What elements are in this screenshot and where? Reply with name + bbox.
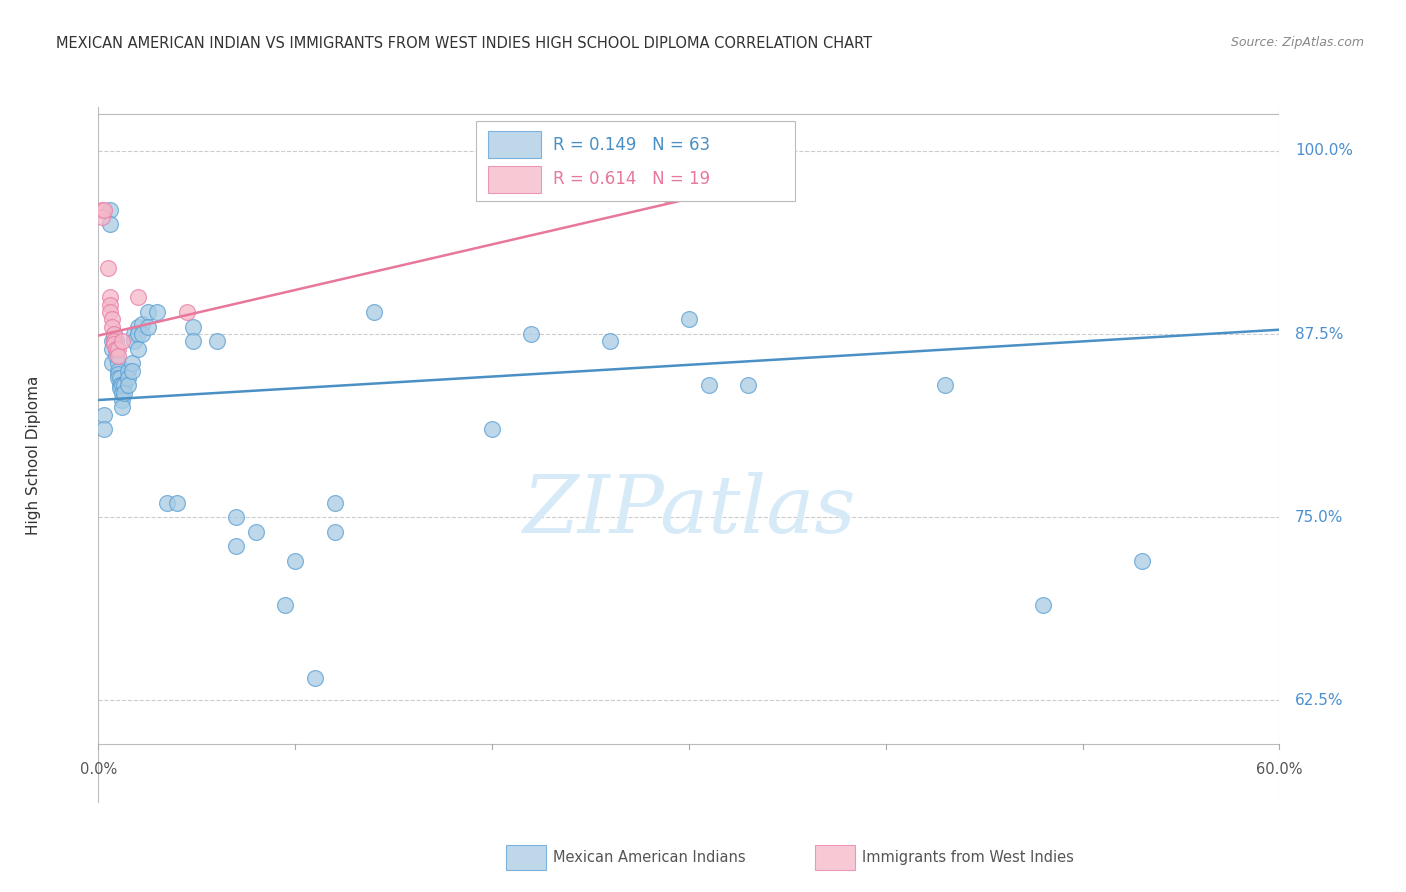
Point — [363, 305, 385, 319]
Point — [146, 305, 169, 319]
Point — [105, 342, 128, 356]
Point — [101, 356, 124, 370]
Point — [520, 327, 543, 342]
Point — [1130, 554, 1153, 568]
Point — [98, 290, 121, 304]
Point — [181, 319, 204, 334]
Point — [101, 342, 124, 356]
Point — [97, 261, 120, 276]
Text: ZIPatlas: ZIPatlas — [522, 472, 856, 549]
Point — [176, 305, 198, 319]
Point — [103, 327, 125, 342]
Point — [101, 334, 124, 349]
Point — [121, 364, 143, 378]
Point — [697, 378, 720, 392]
Point — [108, 378, 131, 392]
Point — [91, 202, 114, 217]
Point — [107, 367, 129, 381]
Point — [225, 540, 247, 554]
Point — [181, 334, 204, 349]
Point — [98, 305, 121, 319]
Point — [121, 356, 143, 370]
Point — [225, 510, 247, 524]
Point — [111, 392, 134, 407]
Point — [93, 422, 115, 436]
Point — [103, 327, 125, 342]
Point — [323, 524, 346, 539]
Point — [599, 334, 621, 349]
Point — [323, 495, 346, 509]
Point — [111, 378, 134, 392]
Point — [98, 202, 121, 217]
Point — [111, 385, 134, 400]
Text: Mexican American Indians: Mexican American Indians — [553, 850, 745, 864]
Point — [112, 385, 135, 400]
Point — [678, 312, 700, 326]
Point — [101, 319, 124, 334]
Point — [127, 342, 149, 356]
Point — [105, 342, 128, 356]
Point — [274, 598, 297, 612]
Point — [107, 371, 129, 385]
Text: Source: ZipAtlas.com: Source: ZipAtlas.com — [1230, 36, 1364, 49]
Point — [117, 371, 139, 385]
Point — [107, 342, 129, 356]
Text: MEXICAN AMERICAN INDIAN VS IMMIGRANTS FROM WEST INDIES HIGH SCHOOL DIPLOMA CORRE: MEXICAN AMERICAN INDIAN VS IMMIGRANTS FR… — [56, 36, 872, 51]
Point — [111, 334, 134, 349]
Text: 75.0%: 75.0% — [1295, 509, 1344, 524]
Point — [117, 364, 139, 378]
Point — [122, 334, 145, 349]
Point — [658, 188, 681, 202]
Text: 60.0%: 60.0% — [1256, 762, 1303, 777]
Point — [101, 312, 124, 326]
Text: R = 0.614   N = 19: R = 0.614 N = 19 — [553, 170, 710, 188]
Text: Immigrants from West Indies: Immigrants from West Indies — [862, 850, 1074, 864]
Point — [127, 327, 149, 342]
Text: 100.0%: 100.0% — [1295, 144, 1353, 159]
Point — [107, 349, 129, 363]
Point — [105, 349, 128, 363]
Point — [934, 378, 956, 392]
Point — [245, 524, 267, 539]
Point — [91, 210, 114, 224]
Point — [112, 378, 135, 392]
Text: 87.5%: 87.5% — [1295, 326, 1344, 342]
Point — [304, 671, 326, 685]
Point — [117, 378, 139, 392]
Point — [127, 290, 149, 304]
Text: 62.5%: 62.5% — [1295, 693, 1344, 707]
Point — [481, 422, 503, 436]
Point — [93, 408, 115, 422]
Point — [108, 371, 131, 385]
Point — [127, 319, 149, 334]
Point — [284, 554, 307, 568]
Point — [93, 202, 115, 217]
Point — [103, 334, 125, 349]
Point — [98, 217, 121, 231]
Point — [103, 334, 125, 349]
Point — [156, 495, 179, 509]
Point — [205, 334, 228, 349]
Point — [1032, 598, 1054, 612]
Text: 0.0%: 0.0% — [80, 762, 117, 777]
Point — [737, 378, 759, 392]
Bar — [477, 121, 796, 201]
Point — [98, 298, 121, 312]
Bar — [488, 131, 541, 158]
Point — [131, 327, 153, 342]
Point — [131, 317, 153, 331]
Text: High School Diploma: High School Diploma — [25, 376, 41, 534]
Point — [136, 305, 159, 319]
Point — [111, 401, 134, 415]
Point — [136, 319, 159, 334]
Text: R = 0.149   N = 63: R = 0.149 N = 63 — [553, 136, 710, 153]
Point — [108, 381, 131, 395]
Point — [107, 356, 129, 370]
Point — [107, 364, 129, 378]
Point — [166, 495, 188, 509]
Point — [103, 337, 125, 351]
Point — [105, 334, 128, 349]
Point — [122, 327, 145, 342]
Bar — [488, 166, 541, 193]
